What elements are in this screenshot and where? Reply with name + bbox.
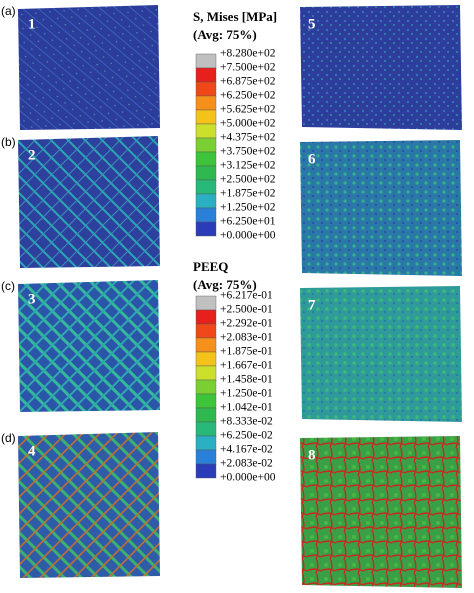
legend-title: PEEQ — [193, 259, 228, 274]
legend-value: +1.875e+02 — [220, 188, 276, 200]
color-swatch — [195, 207, 217, 223]
legend-value: +1.250e+02 — [220, 202, 276, 214]
panel-label: (d) — [1, 431, 16, 445]
legend-value: +5.625e+02 — [220, 104, 276, 116]
image-number: 1 — [28, 16, 36, 32]
sim-image — [18, 280, 160, 412]
legend-value: +2.500e+02 — [220, 174, 276, 186]
color-swatch — [195, 123, 217, 139]
color-swatch — [195, 151, 217, 167]
color-swatch — [195, 193, 217, 209]
image-number: 8 — [308, 447, 316, 463]
legend-value: +1.667e-01 — [220, 360, 273, 372]
legend-value: +5.000e+02 — [220, 118, 276, 130]
color-swatch — [195, 351, 217, 367]
color-swatch — [195, 95, 217, 111]
color-swatch — [195, 379, 217, 395]
color-swatch — [195, 109, 217, 125]
color-swatch — [195, 449, 217, 465]
legend-value: +2.083e-02 — [220, 458, 273, 470]
sim-image — [18, 136, 160, 268]
image-number: 5 — [308, 16, 316, 32]
legend-value: +6.875e+02 — [220, 76, 276, 88]
color-swatch — [195, 323, 217, 339]
legend-value: +6.250e-02 — [220, 430, 273, 442]
image-number: 3 — [28, 291, 36, 307]
legend-title: S, Mises [MPa] — [193, 9, 277, 24]
color-swatch — [195, 435, 217, 451]
legend-value: +1.250e-01 — [220, 388, 273, 400]
legend-value: +0.000e+00 — [220, 230, 276, 242]
color-swatch — [195, 53, 217, 69]
legend-value: +4.375e+02 — [220, 132, 276, 144]
legend-value: +3.125e+02 — [220, 160, 276, 172]
color-swatch — [195, 463, 217, 479]
panel-label: (c) — [1, 279, 15, 293]
sim-image — [18, 432, 160, 578]
sim-image — [300, 436, 462, 588]
color-swatch — [195, 81, 217, 97]
legend-value: +6.250e+01 — [220, 216, 276, 228]
legend-value: +2.292e-01 — [220, 318, 273, 330]
legend-value: +3.750e+02 — [220, 146, 276, 158]
color-swatch — [195, 295, 217, 311]
image-number: 6 — [308, 151, 316, 167]
legend-value: +2.500e-01 — [220, 304, 273, 316]
color-swatch — [195, 337, 217, 353]
sim-image — [300, 5, 462, 130]
sim-image — [300, 286, 462, 422]
legend-value: +2.083e-01 — [220, 332, 273, 344]
legend-value: +6.217e-01 — [220, 290, 273, 302]
color-swatch — [195, 309, 217, 325]
color-swatch — [195, 165, 217, 181]
legends: S, Mises [MPa] (Avg: 75%) +8.280e+02 +7.500… — [193, 9, 277, 484]
legend-value: +1.458e-01 — [220, 374, 273, 386]
image-number: 7 — [308, 297, 316, 313]
color-swatch — [195, 365, 217, 381]
sim-image — [18, 5, 160, 130]
sim-image — [300, 140, 462, 276]
color-swatch — [195, 393, 217, 409]
legend-value: +4.167e-02 — [220, 444, 273, 456]
panels: (a) 1 5 (b) 2 6 (c) 3 7 (d) 4 8 — [1, 4, 462, 588]
image-number: 4 — [28, 443, 36, 459]
legend-subtitle: (Avg: 75%) — [193, 277, 257, 292]
legend-subtitle: (Avg: 75%) — [193, 27, 257, 42]
color-swatch — [195, 221, 217, 237]
color-swatch — [195, 137, 217, 153]
legend-value: +1.042e-01 — [220, 402, 273, 414]
legend-value: +0.000e+00 — [220, 472, 276, 484]
image-number: 2 — [28, 147, 36, 163]
color-swatch — [195, 179, 217, 195]
color-swatch — [195, 67, 217, 83]
panel-label: (a) — [1, 4, 16, 18]
legend-value: +6.250e+02 — [220, 90, 276, 102]
legend-value: +8.333e-02 — [220, 416, 273, 428]
color-swatch — [195, 407, 217, 423]
color-swatch — [195, 421, 217, 437]
legend-value: +1.875e-01 — [220, 346, 273, 358]
legend-value: +8.280e+02 — [220, 48, 276, 60]
legend-value: +7.500e+02 — [220, 62, 276, 74]
panel-label: (b) — [1, 135, 16, 149]
